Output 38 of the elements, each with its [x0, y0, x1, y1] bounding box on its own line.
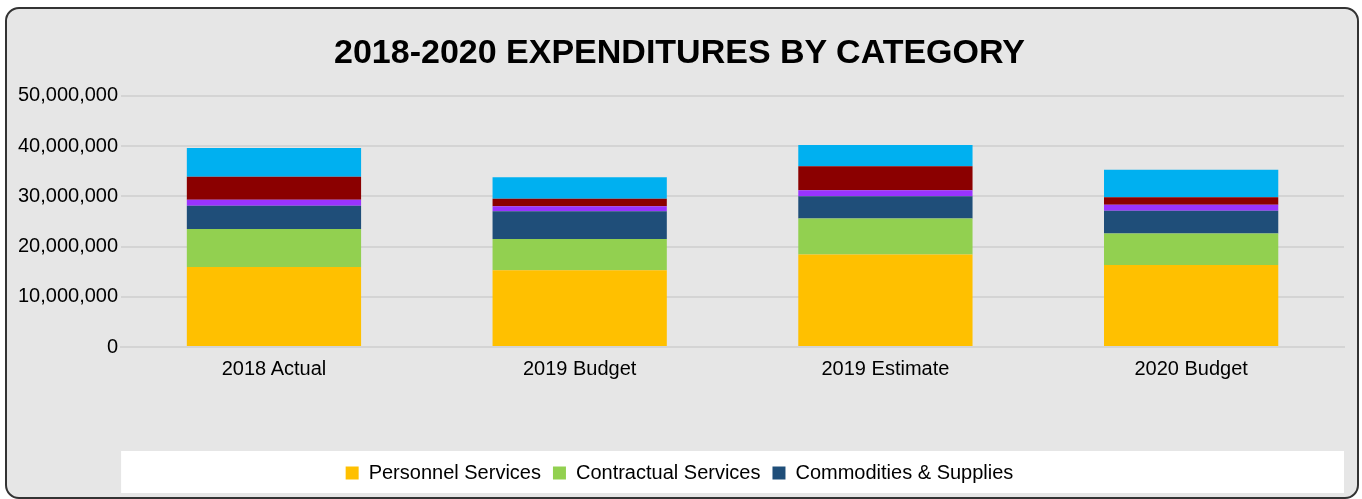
x-tick-label: 2019 Budget	[522, 356, 637, 379]
y-tick-label: 20,000,000	[17, 234, 119, 257]
legend-label: Personnel Services	[368, 460, 541, 483]
bar	[798, 166, 973, 191]
bar	[1104, 204, 1279, 211]
bar	[186, 205, 362, 229]
bar	[1104, 233, 1279, 266]
y-tick-label: 40,000,000	[17, 133, 119, 156]
bar	[798, 218, 973, 255]
x-tick-label: 2019 Estimate	[821, 356, 950, 379]
bar	[492, 198, 667, 207]
bar	[492, 206, 667, 212]
y-tick-label: 30,000,000	[17, 183, 119, 206]
bar	[186, 267, 362, 346]
bar	[492, 270, 667, 346]
bar	[186, 148, 362, 177]
bar	[1104, 265, 1279, 346]
bar	[1104, 169, 1279, 198]
bar	[798, 196, 973, 219]
bar	[1104, 197, 1279, 205]
x-tick-label: 2018 Actual	[221, 356, 327, 379]
x-tick-label: 2020 Budget	[1134, 356, 1249, 379]
bar	[186, 228, 362, 268]
bar	[1104, 210, 1279, 234]
bar	[186, 176, 362, 200]
y-tick-label: 10,000,000	[17, 284, 119, 307]
legend-label: Commodities & Supplies	[795, 460, 1014, 483]
bar	[798, 190, 973, 197]
bar	[492, 238, 667, 271]
bar	[186, 199, 362, 206]
y-tick-label: 0	[106, 334, 119, 357]
bar	[492, 177, 667, 199]
bar	[798, 145, 973, 167]
bar	[798, 254, 973, 346]
bar	[492, 211, 667, 239]
chart-title: 2018-2020 EXPENDITURES BY CATEGORY	[334, 31, 1026, 70]
legend-label: Contractual Services	[575, 460, 761, 483]
y-tick-label: 50,000,000	[17, 83, 119, 106]
